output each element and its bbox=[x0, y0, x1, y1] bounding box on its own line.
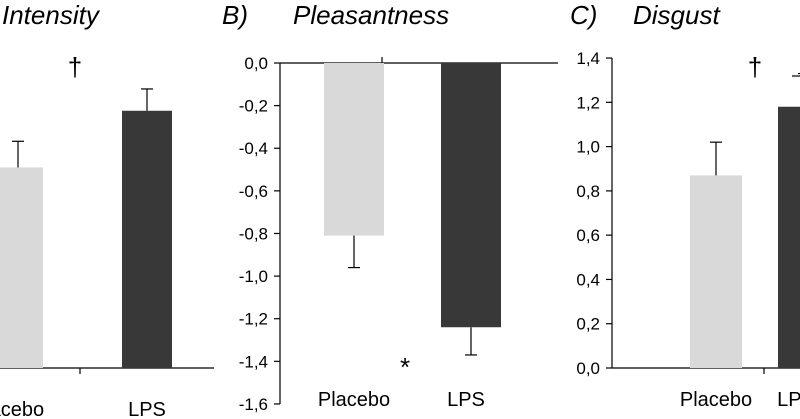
panel-3-bar-placebo bbox=[690, 175, 742, 368]
panel-1-bar-lps bbox=[122, 110, 172, 368]
panel-2-y-tick-label: -1,0 bbox=[239, 267, 268, 286]
panel-2-y-tick-label: -0,8 bbox=[239, 224, 268, 243]
panel-3-letter: C) bbox=[570, 0, 597, 30]
panel-3-y-tick-label: 0,8 bbox=[576, 182, 600, 201]
panel-3-category-label: Placebo bbox=[680, 389, 752, 411]
panel-2-y-tick-label: -1,2 bbox=[239, 310, 268, 329]
panel-2-category-label: Placebo bbox=[318, 389, 390, 411]
panel-2-bar-placebo bbox=[324, 63, 384, 236]
panel-1-title: Intensity bbox=[2, 0, 101, 30]
panel-2-y-tick-label: -0,2 bbox=[239, 97, 268, 116]
panel-1-bar-placebo bbox=[0, 167, 43, 368]
panel-2-letter: B) bbox=[222, 0, 248, 30]
panel-2-y-tick-label: -0,6 bbox=[239, 182, 268, 201]
panel-3-title: Disgust bbox=[633, 0, 721, 30]
panel-3-y-tick-label: 0,0 bbox=[576, 359, 600, 378]
panel-2-title: Pleasantness bbox=[293, 0, 449, 30]
panel-2-y-tick-label: -1,4 bbox=[239, 352, 268, 371]
panel-2-y-tick-label: -1,6 bbox=[239, 395, 268, 414]
panel-3-y-tick-label: 1,2 bbox=[576, 93, 600, 112]
panel-3-y-tick-label: 0,6 bbox=[576, 226, 600, 245]
panel-2-y-tick-label: 0,0 bbox=[244, 54, 268, 73]
panel-3-bar-lps bbox=[778, 106, 800, 369]
panel-2-bar-lps bbox=[441, 63, 501, 328]
panel-1-category-label: Placebo bbox=[0, 399, 44, 419]
panel-1-category-label: LPS bbox=[128, 399, 166, 419]
panel-3-y-tick-label: 1,4 bbox=[576, 49, 600, 68]
panel-3-y-tick-label: 0,4 bbox=[576, 270, 600, 289]
panel-3-y-tick-label: 0,2 bbox=[576, 315, 600, 334]
panel-3-category-label: LPS bbox=[777, 389, 800, 411]
panel-3-significance-marker: † bbox=[748, 52, 762, 82]
panel-3-y-tick-label: 1,0 bbox=[576, 138, 600, 157]
panel-2-category-label: LPS bbox=[447, 389, 485, 411]
panel-2-y-tick-label: -0,4 bbox=[239, 139, 268, 158]
panel-2-significance-marker: * bbox=[400, 352, 410, 382]
panel-1-significance-marker: † bbox=[68, 52, 82, 82]
